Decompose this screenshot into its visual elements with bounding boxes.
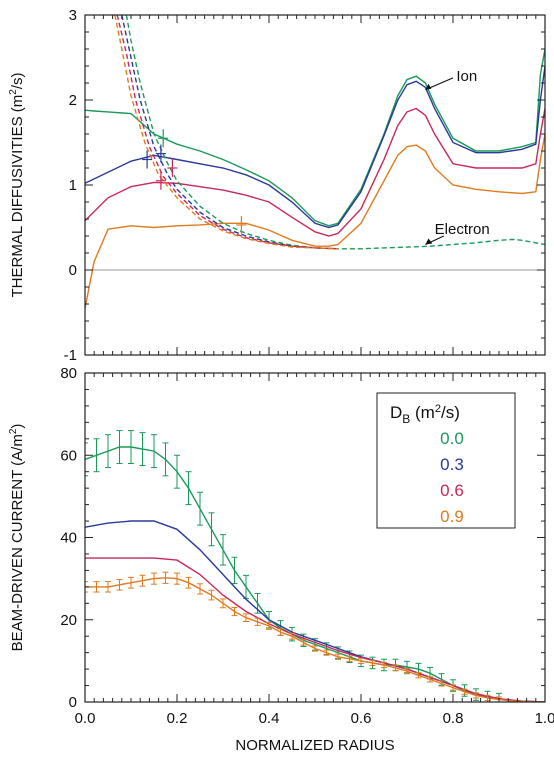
x-tick-label: 0.6 bbox=[351, 710, 372, 727]
diffusivity-series-group bbox=[85, 15, 545, 309]
ion-diffusivity-line-2 bbox=[85, 107, 545, 237]
y-tick-label: 1 bbox=[69, 177, 77, 194]
y-tick-label: 80 bbox=[60, 365, 77, 382]
legend-box bbox=[376, 392, 516, 529]
y-tick-label: 2 bbox=[69, 92, 77, 109]
legend-entry-0.9: 0.9 bbox=[440, 507, 464, 526]
ion-annotation: Ion bbox=[456, 68, 477, 85]
electron-annotation: Electron bbox=[435, 221, 490, 238]
legend-entry-0.3: 0.3 bbox=[440, 455, 464, 474]
beam-current-panel: 0 20 40 60 80 0.0 0.2 0.4 0.6 0.8 1.0 BEAM-DRIVEN C… bbox=[8, 365, 554, 754]
y-tick-label: 60 bbox=[60, 447, 77, 464]
electron-diffusivity-line-4 bbox=[125, 15, 545, 250]
top-y-axis-title: THERMAL DIFFUSIVITIES (m2/s) bbox=[8, 72, 26, 297]
y-tick-label: 40 bbox=[60, 530, 77, 547]
top-plot-frame bbox=[84, 14, 546, 356]
ion-diffusivity-line-3 bbox=[85, 133, 545, 309]
x-axis-title: NORMALIZED RADIUS bbox=[235, 737, 394, 754]
y-tick-label: 3 bbox=[69, 7, 77, 24]
x-tick-label: 0.0 bbox=[75, 710, 96, 727]
legend-entry-0.0: 0.0 bbox=[440, 429, 464, 448]
legend-entry-0.6: 0.6 bbox=[440, 481, 464, 500]
x-tick-label: 0.2 bbox=[167, 710, 188, 727]
electron-arrowhead bbox=[425, 238, 433, 245]
x-tick-label: 0.8 bbox=[443, 710, 464, 727]
y-tick-label: 20 bbox=[60, 612, 77, 629]
x-tick-label: 0.4 bbox=[259, 710, 280, 727]
y-tick-label: -1 bbox=[64, 347, 77, 364]
ion-diffusivity-line-0 bbox=[85, 48, 545, 227]
diffusivity-panel: -1 0 1 2 3 THERMAL DIFFUSIVITIES (m2/s) Ion Ele… bbox=[8, 7, 546, 364]
legend: DB (m2/s) 0.0 0.3 0.6 0.9 bbox=[376, 392, 516, 529]
x-tick-label: 1.0 bbox=[535, 710, 554, 727]
electron-diffusivity-line-7 bbox=[114, 15, 339, 250]
electron-diffusivity-line-6 bbox=[116, 15, 339, 250]
legend-title: DB (m2/s) bbox=[390, 403, 460, 426]
ion-diffusivity-line-1 bbox=[85, 65, 545, 229]
beam-current-line-1 bbox=[85, 520, 545, 702]
y-tick-label: 0 bbox=[69, 262, 77, 279]
ion-arrowhead bbox=[425, 83, 432, 90]
bottom-y-axis-title: BEAM-DRIVEN CURRENT (A/m2) bbox=[8, 424, 26, 652]
y-tick-label: 0 bbox=[69, 694, 77, 711]
beam-current-line-2 bbox=[85, 557, 545, 702]
current-series-group bbox=[85, 430, 545, 702]
